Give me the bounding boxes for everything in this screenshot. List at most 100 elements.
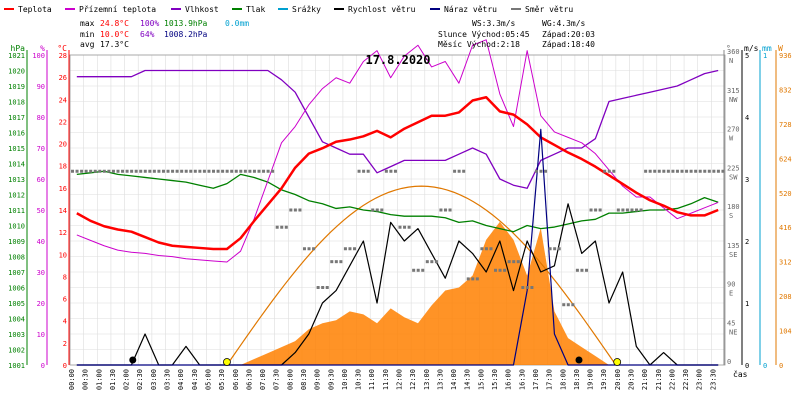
- wind-dir-point: [721, 169, 725, 173]
- series-humidity: [76, 69, 719, 189]
- wind-dir-point: [325, 286, 329, 289]
- wind-dir-point: [648, 169, 652, 173]
- axis-w-tick: 312: [779, 259, 792, 267]
- axis-w-tick: 728: [779, 121, 792, 129]
- wind-dir-point: [594, 208, 598, 212]
- axis-pct-unit: %: [40, 44, 45, 53]
- wind-dir-point: [694, 169, 698, 173]
- wind-dir-point: [93, 169, 97, 173]
- axis-temp-tick: 12: [59, 229, 67, 237]
- wind-dir-point: [125, 169, 129, 173]
- x-tick-label: 04:30: [191, 369, 199, 390]
- axis-hpa-tick: 1011: [8, 207, 25, 215]
- wind-dir-point: [330, 260, 334, 264]
- axis-ms-tick: 3: [745, 176, 749, 184]
- wind-dir-point: [289, 208, 293, 212]
- axis-pct-tick: 0: [41, 362, 45, 370]
- axis-hpa-tick: 1001: [8, 362, 25, 370]
- wind-dir-point: [689, 169, 693, 173]
- axis-hpa-tick: 1018: [8, 99, 25, 107]
- wind-dir-point: [357, 169, 361, 173]
- legend-label: Srážky: [292, 5, 321, 14]
- x-tick-label: 04:00: [177, 369, 185, 390]
- wind-dir-point: [148, 169, 152, 173]
- wind-dir-point: [380, 208, 384, 212]
- wind-dir-point: [571, 303, 575, 307]
- x-tick-label: 17:00: [532, 369, 540, 390]
- wind-dir-point: [348, 247, 352, 251]
- wind-dir-point: [471, 277, 475, 281]
- wind-dir-point: [393, 169, 397, 173]
- axis-dir-tick: S: [729, 212, 733, 220]
- wind-dir-point: [498, 268, 502, 272]
- x-tick-label: 23:30: [709, 369, 717, 390]
- wind-dir-point: [716, 169, 720, 173]
- legend-label: Teplota: [18, 5, 52, 14]
- axis-dir-tick: 225: [727, 164, 740, 172]
- x-tick-label: 09:00: [314, 369, 322, 390]
- x-tick-label: 20:00: [614, 369, 622, 390]
- stat-min-hum: 64%: [140, 30, 155, 39]
- axis-mm-tick: 0: [763, 362, 767, 370]
- x-tick-label: 16:00: [505, 369, 513, 390]
- axis-ms-unit: m/s: [744, 44, 759, 53]
- axis-temp-tick: 2: [63, 340, 67, 348]
- wind-dir-point: [630, 208, 634, 212]
- wind-dir-point: [553, 247, 557, 251]
- axis-dir-tick: N: [729, 57, 733, 65]
- stat-avg-label: avg: [80, 40, 95, 49]
- axis-hpa-tick: 1005: [8, 300, 25, 308]
- wind-dir-point: [307, 247, 311, 251]
- axis-temp-tick: 10: [59, 251, 67, 259]
- axis-dir-tick: 270: [727, 126, 740, 134]
- wind-dir-point: [457, 169, 461, 173]
- axis-hpa-tick: 1013: [8, 176, 25, 184]
- axis-w-tick: 0: [779, 362, 783, 370]
- axis-pct-tick: 40: [37, 238, 45, 246]
- series-temperature: [76, 96, 719, 251]
- x-tick-label: 09:30: [327, 369, 335, 390]
- wind-dir-point: [639, 208, 643, 212]
- wind-dir-point: [462, 169, 466, 173]
- wind-dir-point: [389, 169, 393, 173]
- wind-dir-point: [439, 208, 443, 212]
- axis-temp-tick: 6: [63, 296, 67, 304]
- x-tick-label: 07:00: [259, 369, 267, 390]
- axis-dir-unit: °: [726, 44, 731, 53]
- axis-pct-tick: 60: [37, 176, 45, 184]
- axis-ms-tick: 2: [745, 238, 749, 246]
- stat-max-hum: 100%: [140, 19, 159, 28]
- wind-dir-point: [371, 208, 375, 212]
- wind-dir-point: [443, 208, 447, 212]
- x-tick-label: 14:00: [450, 369, 458, 390]
- x-tick-label: 03:30: [164, 369, 172, 390]
- axis-hpa-tick: 1002: [8, 347, 25, 355]
- x-tick-label: 01:30: [109, 369, 117, 390]
- wind-dir-point: [362, 169, 366, 173]
- axis-ms-tick: 0: [745, 362, 749, 370]
- legend-label: Náraz větru: [444, 5, 497, 14]
- legend-label: Vlhkost: [185, 5, 219, 14]
- wind-dir-point: [475, 277, 479, 281]
- axis-hpa-tick: 1012: [8, 192, 25, 200]
- wind-dir-point: [698, 169, 702, 173]
- stat-max-press: 1013.9hPa: [164, 19, 208, 28]
- moonrise-marker: [129, 356, 137, 364]
- wind-dir-point: [339, 260, 343, 264]
- x-tick-label: 15:30: [491, 369, 499, 390]
- x-tick-label: 22:30: [682, 369, 690, 390]
- axis-dir-tick: NW: [729, 96, 738, 104]
- wind-dir-point: [625, 208, 629, 212]
- wind-dir-point: [530, 286, 534, 289]
- wind-dir-point: [161, 169, 165, 173]
- wind-dir-point: [575, 268, 579, 272]
- axis-mm-unit: mm: [762, 44, 772, 53]
- x-tick-label: 05:00: [204, 369, 212, 390]
- axis-hpa-tick: 1009: [8, 238, 25, 246]
- x-tick-label: 20:30: [627, 369, 635, 390]
- axis-ms-tick: 5: [745, 52, 749, 60]
- axis-dir-tick: SE: [729, 251, 737, 259]
- wind-dir-point: [343, 247, 347, 251]
- axis-temp-tick: 14: [59, 207, 67, 215]
- x-tick-label: 02:30: [136, 369, 144, 390]
